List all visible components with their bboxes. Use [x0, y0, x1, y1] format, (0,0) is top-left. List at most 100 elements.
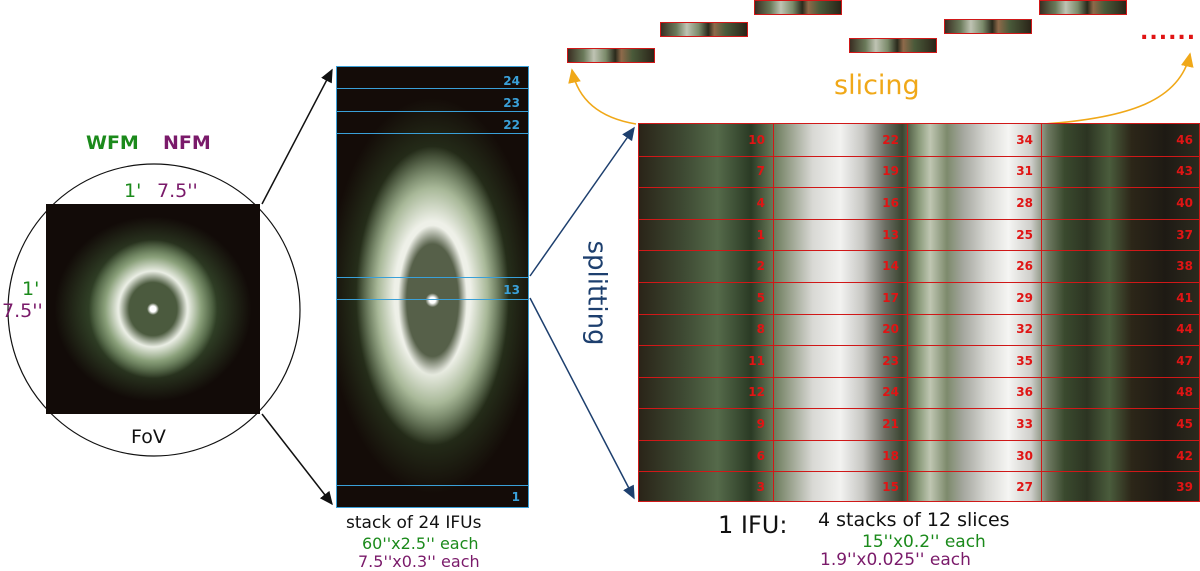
splitting-arrow-bottom — [529, 297, 635, 500]
zoom-arrow-bottom — [261, 413, 333, 506]
slice-divider — [639, 440, 1199, 441]
slice-number: 9 — [756, 417, 765, 431]
fov-top-nfm-size: 7.5'' — [157, 180, 198, 202]
slice-number: 40 — [1176, 196, 1193, 210]
ifu-number: 24 — [503, 74, 520, 88]
slice-number: 14 — [882, 259, 899, 273]
slice-number: 2 — [756, 259, 765, 273]
slice-number: 28 — [1016, 196, 1033, 210]
ifu-line — [337, 111, 528, 112]
slice-strip — [754, 0, 842, 15]
splitting-arrow-top — [529, 126, 635, 277]
ifu-line — [337, 299, 528, 300]
ifu-number: 22 — [503, 118, 520, 132]
slice-number: 5 — [756, 291, 765, 305]
ifu-stack-image: 24 23 22 13 1 — [336, 66, 529, 508]
ifu-line — [337, 133, 528, 134]
fov-circle — [7, 163, 301, 457]
fov-left-wfm-size: 1' — [22, 278, 40, 300]
slice-number: 45 — [1176, 417, 1193, 431]
fov-nebula-image — [46, 204, 260, 414]
slice-number: 47 — [1176, 354, 1193, 368]
slice-number: 8 — [756, 322, 765, 336]
slice-number: 48 — [1176, 385, 1193, 399]
slice-number: 13 — [882, 228, 899, 242]
slice-number: 39 — [1176, 480, 1193, 494]
slice-number: 19 — [882, 164, 899, 178]
slice-number: 31 — [1016, 164, 1033, 178]
slice-divider — [639, 156, 1199, 157]
slice-number: 11 — [748, 354, 765, 368]
slicing-label: slicing — [834, 70, 920, 101]
slice-number: 25 — [1016, 228, 1033, 242]
fov-top-wfm-size: 1' — [124, 180, 142, 202]
slice-number: 44 — [1176, 322, 1193, 336]
slice-strip — [849, 38, 937, 53]
slice-number: 42 — [1176, 449, 1193, 463]
slice-number: 26 — [1016, 259, 1033, 273]
slice-divider — [639, 219, 1199, 220]
ifu-line — [337, 277, 528, 278]
slices-wfm-size: 15''x0.2'' each — [862, 532, 986, 552]
zoom-arrow-top — [261, 68, 333, 205]
slice-divider — [639, 345, 1199, 346]
slice-strip — [567, 48, 655, 63]
slice-number: 43 — [1176, 164, 1193, 178]
slice-divider — [639, 314, 1199, 315]
slice-divider — [639, 471, 1199, 472]
stack-divider — [773, 124, 774, 501]
slice-strip — [660, 22, 748, 37]
fov-left-nfm-size: 7.5'' — [2, 300, 43, 322]
slice-number: 3 — [756, 480, 765, 494]
slice-number: 21 — [882, 417, 899, 431]
ifu-label: 1 IFU: — [718, 511, 788, 539]
stack-caption: stack of 24 IFUs — [346, 513, 482, 533]
ifu-line — [337, 485, 528, 486]
slice-number: 24 — [882, 385, 899, 399]
slice-number: 34 — [1016, 133, 1033, 147]
slice-number: 23 — [882, 354, 899, 368]
slices-caption: 4 stacks of 12 slices — [818, 509, 1010, 531]
slice-number: 6 — [756, 449, 765, 463]
slice-number: 41 — [1176, 291, 1193, 305]
slice-number: 38 — [1176, 259, 1193, 273]
stack-nfm-size: 7.5''x0.3'' each — [358, 552, 480, 571]
ifu-number: 1 — [511, 490, 520, 504]
ifu-number: 23 — [503, 96, 520, 110]
slice-number: 16 — [882, 196, 899, 210]
slicing-arrow-left — [568, 68, 637, 125]
slice-divider — [639, 408, 1199, 409]
wfm-label: WFM — [86, 132, 139, 154]
slice-number: 10 — [748, 133, 765, 147]
slice-number: 4 — [756, 196, 765, 210]
slice-number: 37 — [1176, 228, 1193, 242]
slice-divider — [639, 282, 1199, 283]
more-slices-ellipsis: ...... — [1140, 20, 1197, 45]
stack-wfm-size: 60''x2.5'' each — [362, 534, 479, 553]
slice-number: 30 — [1016, 449, 1033, 463]
slice-number: 32 — [1016, 322, 1033, 336]
slice-number: 27 — [1016, 480, 1033, 494]
ifu-slices-image: 10 22 34 46 7 19 31 43 4 16 28 40 1 13 25 37 2 14 26 38 5 17 2… — [638, 123, 1200, 502]
slice-number: 1 — [756, 228, 765, 242]
stack-divider — [907, 124, 908, 501]
slice-number: 18 — [882, 449, 899, 463]
slice-number: 20 — [882, 322, 899, 336]
ifu-line — [337, 88, 528, 89]
slice-number: 33 — [1016, 417, 1033, 431]
fov-caption: FoV — [131, 426, 166, 448]
slice-number: 17 — [882, 291, 899, 305]
slice-number: 15 — [882, 480, 899, 494]
stack-divider — [1041, 124, 1042, 501]
splitting-label: splitting — [581, 240, 612, 346]
slice-divider — [639, 187, 1199, 188]
slice-divider — [639, 250, 1199, 251]
slice-strip — [944, 19, 1032, 34]
slice-number: 12 — [748, 385, 765, 399]
nfm-label: NFM — [163, 132, 211, 154]
slice-divider — [639, 377, 1199, 378]
slice-number: 46 — [1176, 133, 1193, 147]
slice-strip — [1039, 0, 1127, 15]
slice-number: 29 — [1016, 291, 1033, 305]
